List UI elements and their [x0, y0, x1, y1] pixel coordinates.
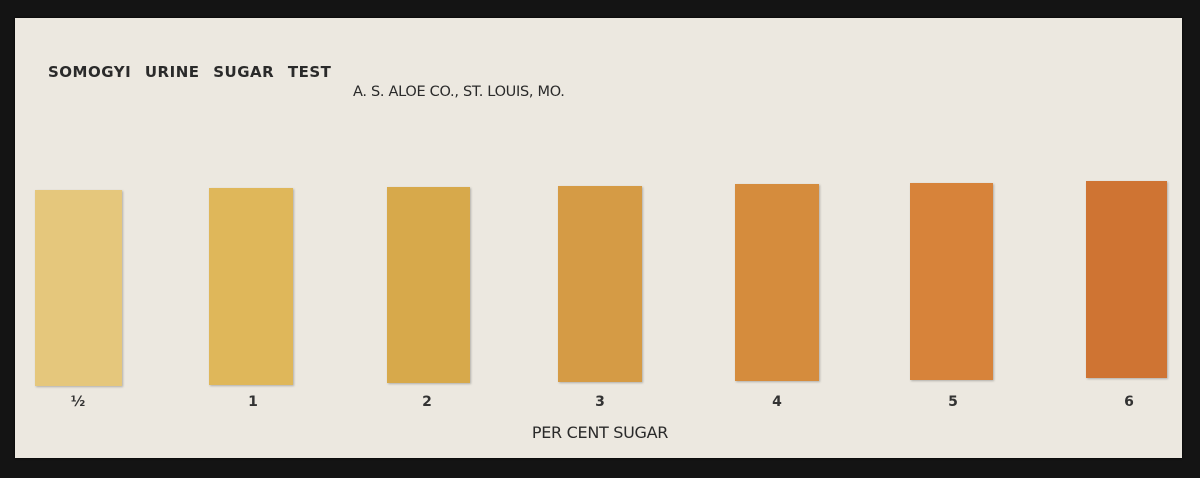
swatch-label: 3	[595, 394, 605, 410]
swatch-half	[35, 190, 122, 386]
card-title: SOMOGYI URINE SUGAR TEST	[48, 63, 332, 81]
swatch-label: 1	[248, 394, 258, 410]
swatch-6	[1086, 181, 1167, 378]
manufacturer-text: A. S. ALOE CO., ST. LOUIS, MO.	[353, 84, 565, 100]
swatch-5	[910, 183, 993, 380]
swatch-4	[735, 184, 819, 381]
axis-label: PER CENT SUGAR	[531, 423, 669, 442]
swatch-label: ½	[70, 394, 86, 410]
swatch-1	[209, 188, 293, 385]
swatch-label: 2	[422, 394, 432, 410]
swatch-2	[387, 187, 470, 383]
swatch-label: 4	[772, 394, 782, 410]
swatch-3	[558, 186, 642, 382]
swatch-label: 5	[948, 394, 958, 410]
swatch-label: 6	[1124, 394, 1134, 410]
